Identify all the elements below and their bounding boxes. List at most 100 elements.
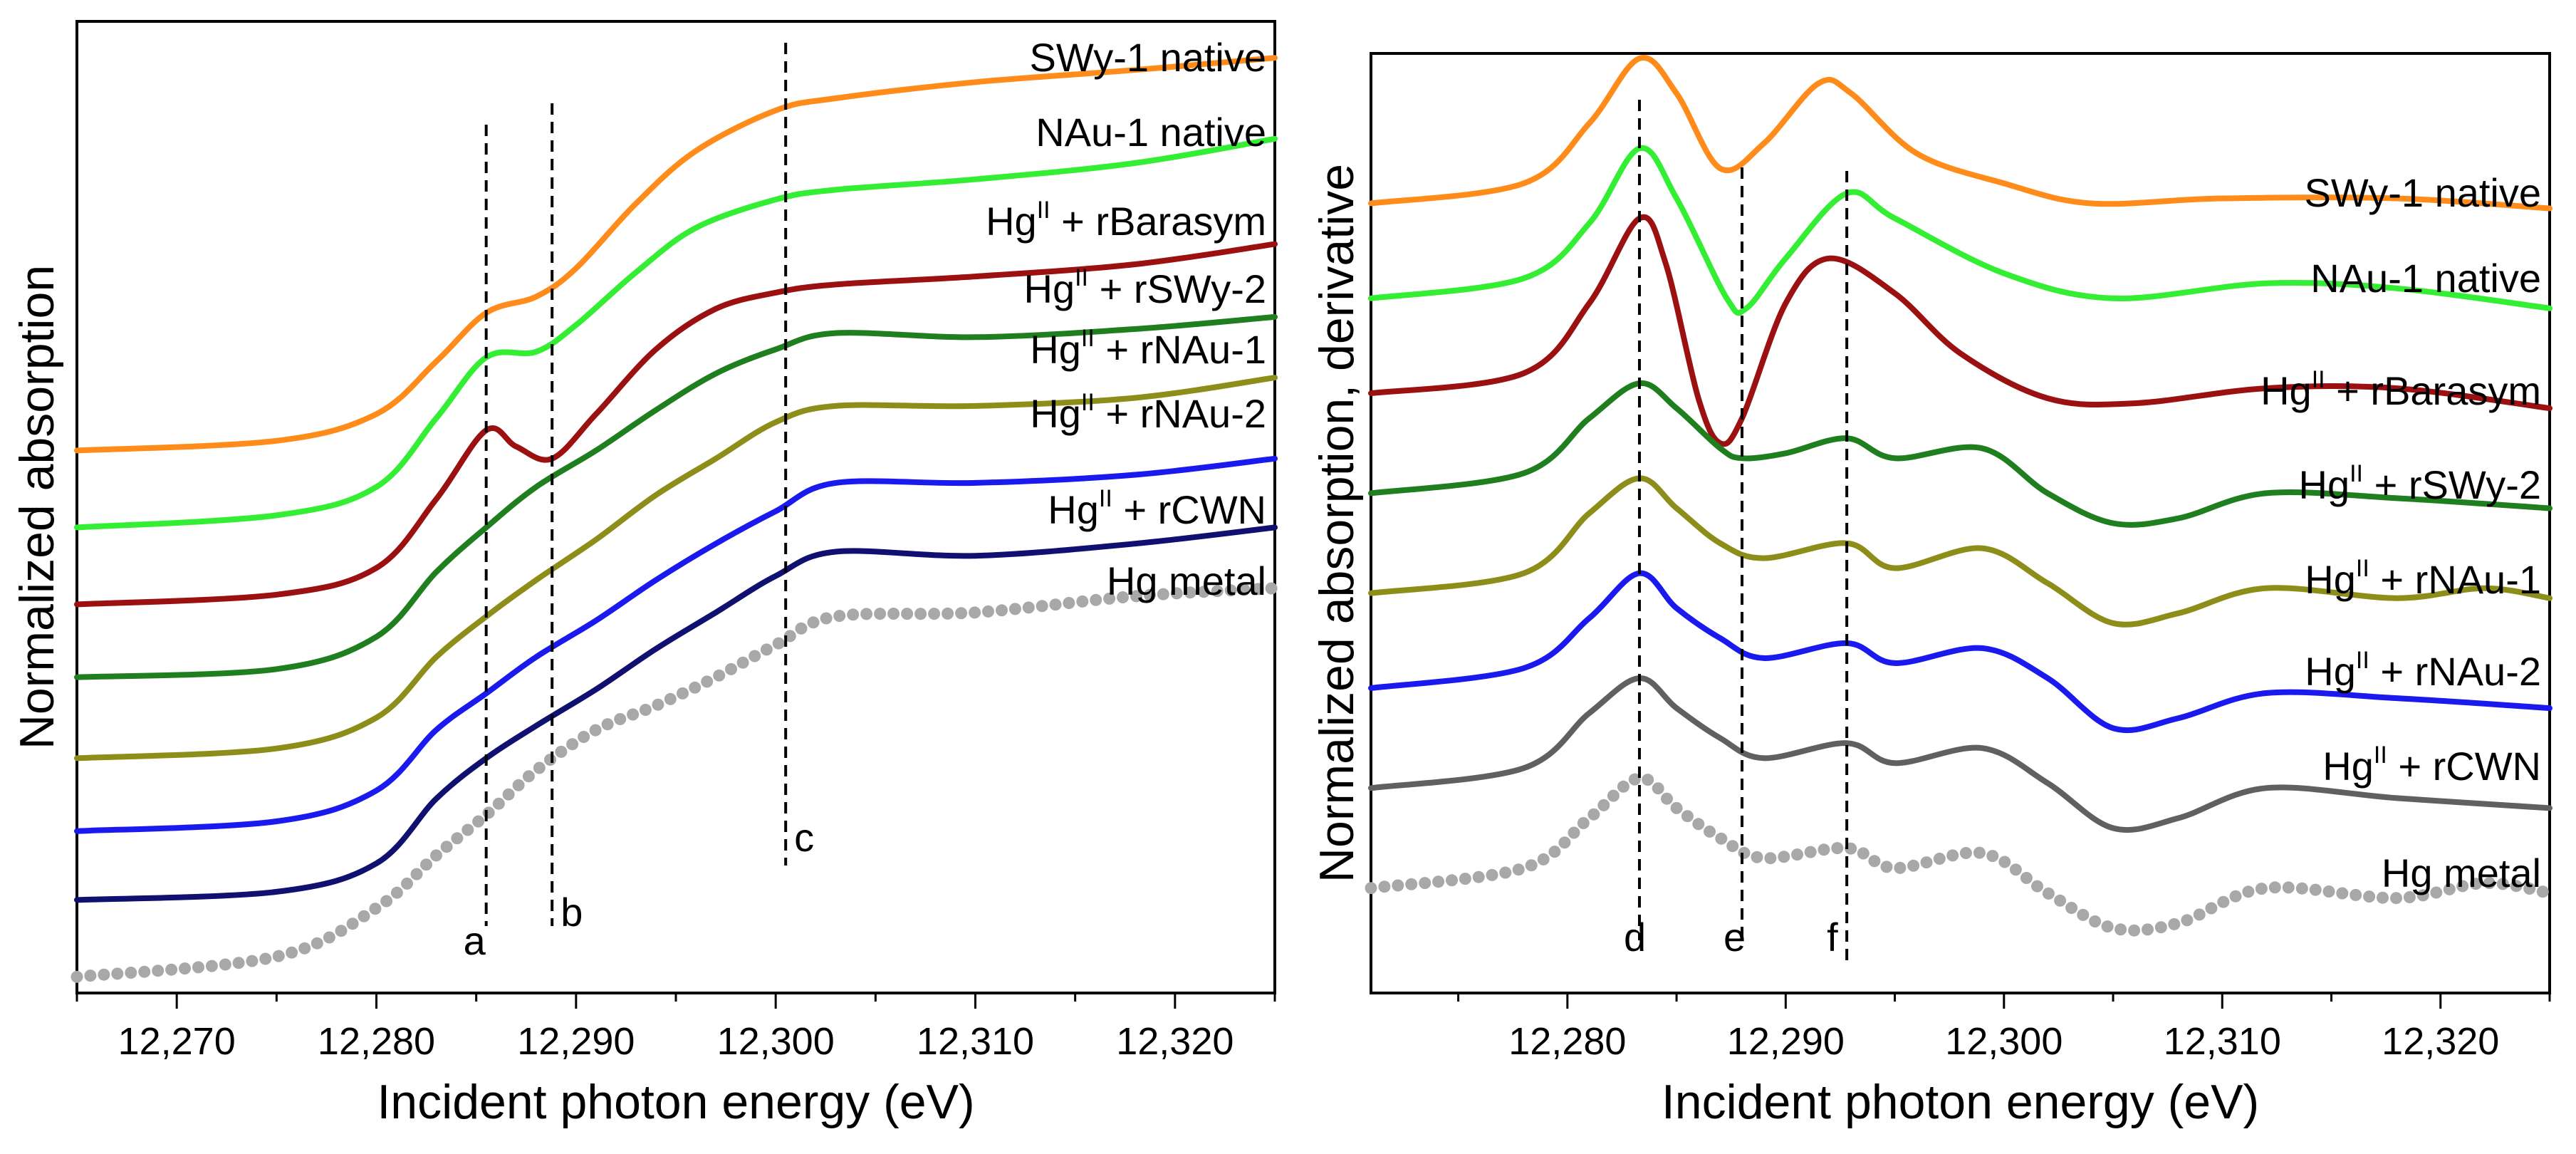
series-point <box>1184 586 1196 599</box>
series-point <box>1778 851 1790 863</box>
series-label: HgII + rNAu-2 <box>2305 647 2541 694</box>
series-point <box>901 608 914 620</box>
series-point <box>1459 873 1471 885</box>
x-axis-label: Incident photon energy (eV) <box>377 1075 974 1129</box>
series-point <box>1036 600 1048 613</box>
series-point <box>1933 853 1946 865</box>
series-point <box>1764 852 1777 865</box>
series-line <box>1368 570 2552 734</box>
series-point <box>1022 601 1035 614</box>
series-point <box>2483 877 2496 890</box>
series-point <box>232 957 245 970</box>
series-point <box>2042 887 2055 900</box>
series-point <box>369 903 382 915</box>
x-tick-label: 12,300 <box>1945 1020 2063 1063</box>
series-line <box>74 375 1278 761</box>
series-point <box>1617 780 1629 793</box>
series-point <box>2128 924 2141 937</box>
series-line <box>74 524 1278 903</box>
series-point <box>165 963 178 976</box>
series-point <box>860 608 873 620</box>
series-label: SWy-1 native <box>1030 35 1267 80</box>
series-label: HgII + rBarasym <box>2260 366 2541 413</box>
series-point <box>1868 855 1881 868</box>
series-point <box>522 770 535 783</box>
series-point <box>1251 583 1264 596</box>
series-point <box>664 692 677 705</box>
reference-line-label: f <box>1827 915 1838 960</box>
series-point <box>772 637 785 650</box>
series-point <box>2430 886 2443 899</box>
series-point <box>472 815 485 828</box>
series-point <box>942 607 954 620</box>
series-point <box>689 681 702 694</box>
x-tick-label: 12,280 <box>1508 1020 1626 1063</box>
series-point <box>2536 885 2549 898</box>
series-point <box>627 708 640 721</box>
series-point <box>1432 875 1445 888</box>
x-tick-label: 12,280 <box>318 1020 435 1063</box>
series-point <box>1238 583 1251 596</box>
series-line <box>74 313 1278 680</box>
series-point <box>451 832 464 845</box>
series-point <box>928 608 941 620</box>
reference-line-label: c <box>794 815 814 860</box>
series-point <box>492 797 505 810</box>
series-point <box>219 958 231 971</box>
series-point <box>1880 861 1893 873</box>
series-point <box>589 724 602 737</box>
series-point <box>482 806 495 819</box>
series-point <box>1831 842 1844 855</box>
series-point <box>420 858 432 871</box>
series-label: NAu-1 native <box>2310 256 2541 301</box>
series-point <box>2390 892 2402 905</box>
series-point <box>440 841 453 853</box>
series-point <box>760 643 773 656</box>
series-point <box>2065 902 2078 914</box>
absorption-panel: 12,270 12,280 12,290 12,300 12,310 12,320 Inci… <box>10 20 1278 1129</box>
series-point <box>152 965 165 977</box>
series-point <box>1512 863 1525 876</box>
series-point <box>1894 861 1907 874</box>
series-point <box>430 849 442 862</box>
series-point <box>820 612 833 625</box>
series-point <box>1661 792 1673 805</box>
series-point <box>614 713 627 725</box>
series-point <box>2217 895 2230 908</box>
series-point <box>1486 868 1498 881</box>
series-label: HgII + rCWN <box>2322 742 2541 789</box>
series-label: HgII + rSWy-2 <box>2299 460 2541 507</box>
series-point <box>205 960 218 972</box>
series-point <box>380 895 393 908</box>
series-point <box>2282 881 2295 894</box>
series-point <box>1715 832 1728 845</box>
series-point <box>1692 818 1705 831</box>
series-point <box>1577 817 1590 829</box>
series-point <box>410 868 423 880</box>
series-line <box>1368 145 2552 316</box>
series-point <box>2350 888 2362 901</box>
x-tick-label: 12,310 <box>917 1020 1034 1063</box>
series-point <box>2510 880 2523 893</box>
series-point <box>2295 882 2308 895</box>
series-point <box>1063 597 1075 609</box>
series-point <box>1642 774 1654 786</box>
series-point <box>1265 582 1278 595</box>
series-point <box>1597 799 1610 811</box>
series-point <box>1392 879 1404 892</box>
x-tick-label: 12,300 <box>717 1020 835 1063</box>
series-point <box>1197 586 1210 598</box>
series-point <box>601 718 614 731</box>
x-tick-label: 12,320 <box>2382 1020 2499 1063</box>
series-point <box>795 622 808 635</box>
series-point <box>1446 874 1458 887</box>
series-point <box>1804 846 1817 858</box>
plot-frame <box>1370 52 2551 994</box>
series-point <box>2020 872 2033 884</box>
series-point <box>2114 923 2127 936</box>
series-point <box>502 788 515 801</box>
series-point <box>1973 846 1986 859</box>
series-point <box>955 607 968 620</box>
x-tick-label: 12,290 <box>517 1020 635 1063</box>
series-point <box>566 738 579 751</box>
